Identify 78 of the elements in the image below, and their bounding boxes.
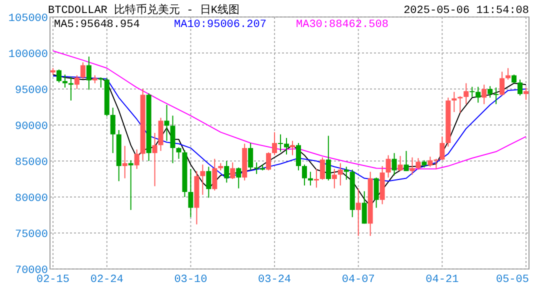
chart-title: BTCDOLLAR 比特币兑美元 - 日K线图 <box>48 3 240 17</box>
chart-subtitle: 2025-05-06 11:54:08 <box>404 5 529 17</box>
x-tick-label: 02-15 <box>36 274 70 286</box>
candlestick <box>68 76 74 102</box>
y-tick-label: 95000 <box>14 84 48 97</box>
text: MA30:88462.508 <box>296 19 388 31</box>
candlestick <box>398 155 403 172</box>
candlestick <box>212 158 218 192</box>
candlestick <box>170 115 176 164</box>
candlestick <box>164 104 170 142</box>
candlestick <box>62 74 68 88</box>
candlestick <box>440 136 445 161</box>
candlestick <box>74 74 80 90</box>
candlestick <box>200 164 206 196</box>
x-tick-label: 03-10 <box>174 274 208 286</box>
candlestick <box>272 132 278 156</box>
candlestick <box>392 152 397 176</box>
x-tick-label: 04-21 <box>426 274 460 286</box>
candlestick <box>416 158 421 170</box>
x-tick-label: 04-07 <box>342 274 375 286</box>
candlestick <box>206 166 212 198</box>
candlestick <box>86 56 92 90</box>
y-tick-label: 90000 <box>14 120 48 133</box>
candlestick <box>464 82 469 105</box>
candlestick <box>80 62 86 80</box>
candlestick <box>314 168 319 188</box>
candlestick <box>176 146 182 160</box>
y-tick-label: 100000 <box>8 48 48 61</box>
candlestick <box>332 168 337 189</box>
candlestick <box>488 86 493 98</box>
candlestick <box>374 177 379 208</box>
candlestick <box>296 142 301 171</box>
candlestick <box>56 69 62 84</box>
y-tick-label: 80000 <box>14 192 48 205</box>
candlestick <box>128 160 134 210</box>
x-tick-label: 02-24 <box>90 274 124 286</box>
candlestick <box>344 166 349 180</box>
candlestick <box>188 168 194 218</box>
candlestick <box>386 154 391 178</box>
candlestick <box>470 86 475 98</box>
text: MA10:95006.207 <box>174 19 266 31</box>
candlestick <box>524 87 529 100</box>
candlestick <box>362 190 367 224</box>
y-tick-label: 85000 <box>14 156 48 169</box>
candlestick <box>236 166 242 189</box>
candlestick <box>248 142 254 171</box>
candlestick <box>152 132 158 187</box>
candlestick <box>428 156 433 168</box>
candlestick <box>224 160 230 184</box>
candlestick <box>290 140 295 156</box>
candlestick <box>308 171 313 186</box>
line-series <box>52 74 527 206</box>
y-tick-label: 105000 <box>8 12 48 25</box>
candlestick <box>230 162 236 180</box>
y-tick-label: 75000 <box>14 228 48 241</box>
candlestick <box>500 71 505 96</box>
text: MA5:95648.954 <box>54 19 140 31</box>
x-tick-label: 05-05 <box>496 274 529 286</box>
x-tick-label: 03-24 <box>258 274 292 286</box>
candlestick <box>458 96 463 114</box>
candlestick <box>302 164 307 186</box>
candlestick <box>320 156 325 180</box>
candlestick <box>122 145 128 179</box>
candlestick <box>482 84 487 105</box>
candlestick <box>518 79 523 96</box>
candlestick <box>476 86 481 104</box>
candlestick <box>326 135 331 181</box>
candlestick <box>494 87 499 105</box>
candlestick <box>452 91 457 113</box>
candlestick <box>410 156 415 176</box>
candlestick <box>404 150 409 172</box>
candlestick <box>434 158 439 170</box>
candlestick <box>110 107 116 154</box>
candlestick <box>98 76 104 88</box>
candlestick <box>356 188 361 236</box>
candlestick <box>134 148 140 170</box>
candlestick <box>338 162 343 186</box>
candlestick <box>266 152 272 171</box>
